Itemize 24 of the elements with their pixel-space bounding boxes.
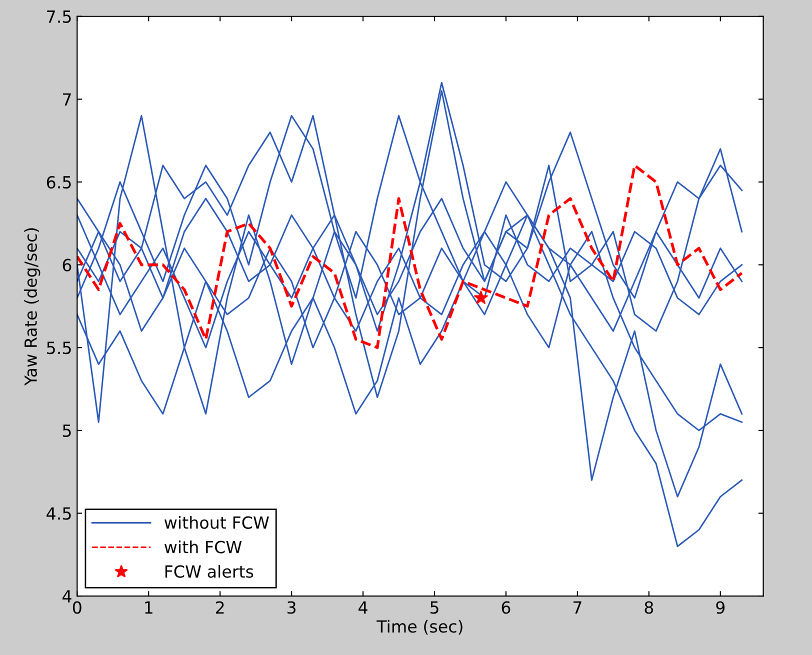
x-tick-label: 6 bbox=[502, 601, 510, 614]
x-tick-label: 2 bbox=[216, 601, 224, 614]
x-tick-label: 1 bbox=[145, 601, 152, 614]
x-tick-label: 8 bbox=[644, 601, 654, 614]
y-tick-label: 5.5 bbox=[47, 342, 71, 354]
y-tick-label: 4.5 bbox=[46, 507, 71, 520]
legend-label: with FCW bbox=[164, 540, 242, 554]
x-axis-title: Time (sec) bbox=[376, 620, 462, 635]
line-series bbox=[77, 164, 744, 350]
y-tick-label: 7.5 bbox=[47, 10, 71, 23]
y-axis-title: Yaw Rate (deg/sec) bbox=[24, 228, 40, 386]
y-tick-label: 6 bbox=[62, 258, 72, 272]
x-tick-label: 7 bbox=[574, 601, 582, 614]
x-tick-label: 0 bbox=[72, 601, 82, 614]
legend-label: without FCW bbox=[164, 516, 269, 529]
legend-label: FCW alerts bbox=[165, 564, 254, 578]
y-tick-label: 4 bbox=[62, 590, 72, 602]
x-tick-label: 5 bbox=[430, 601, 438, 614]
x-tick-label: 3 bbox=[288, 601, 296, 614]
y-tick-label: 5 bbox=[62, 424, 71, 437]
x-tick-label: 9 bbox=[716, 601, 725, 614]
y-tick-label: 6.5 bbox=[46, 176, 71, 189]
y-tick-label: 7 bbox=[63, 93, 71, 106]
x-tick-label: 4 bbox=[358, 601, 368, 614]
